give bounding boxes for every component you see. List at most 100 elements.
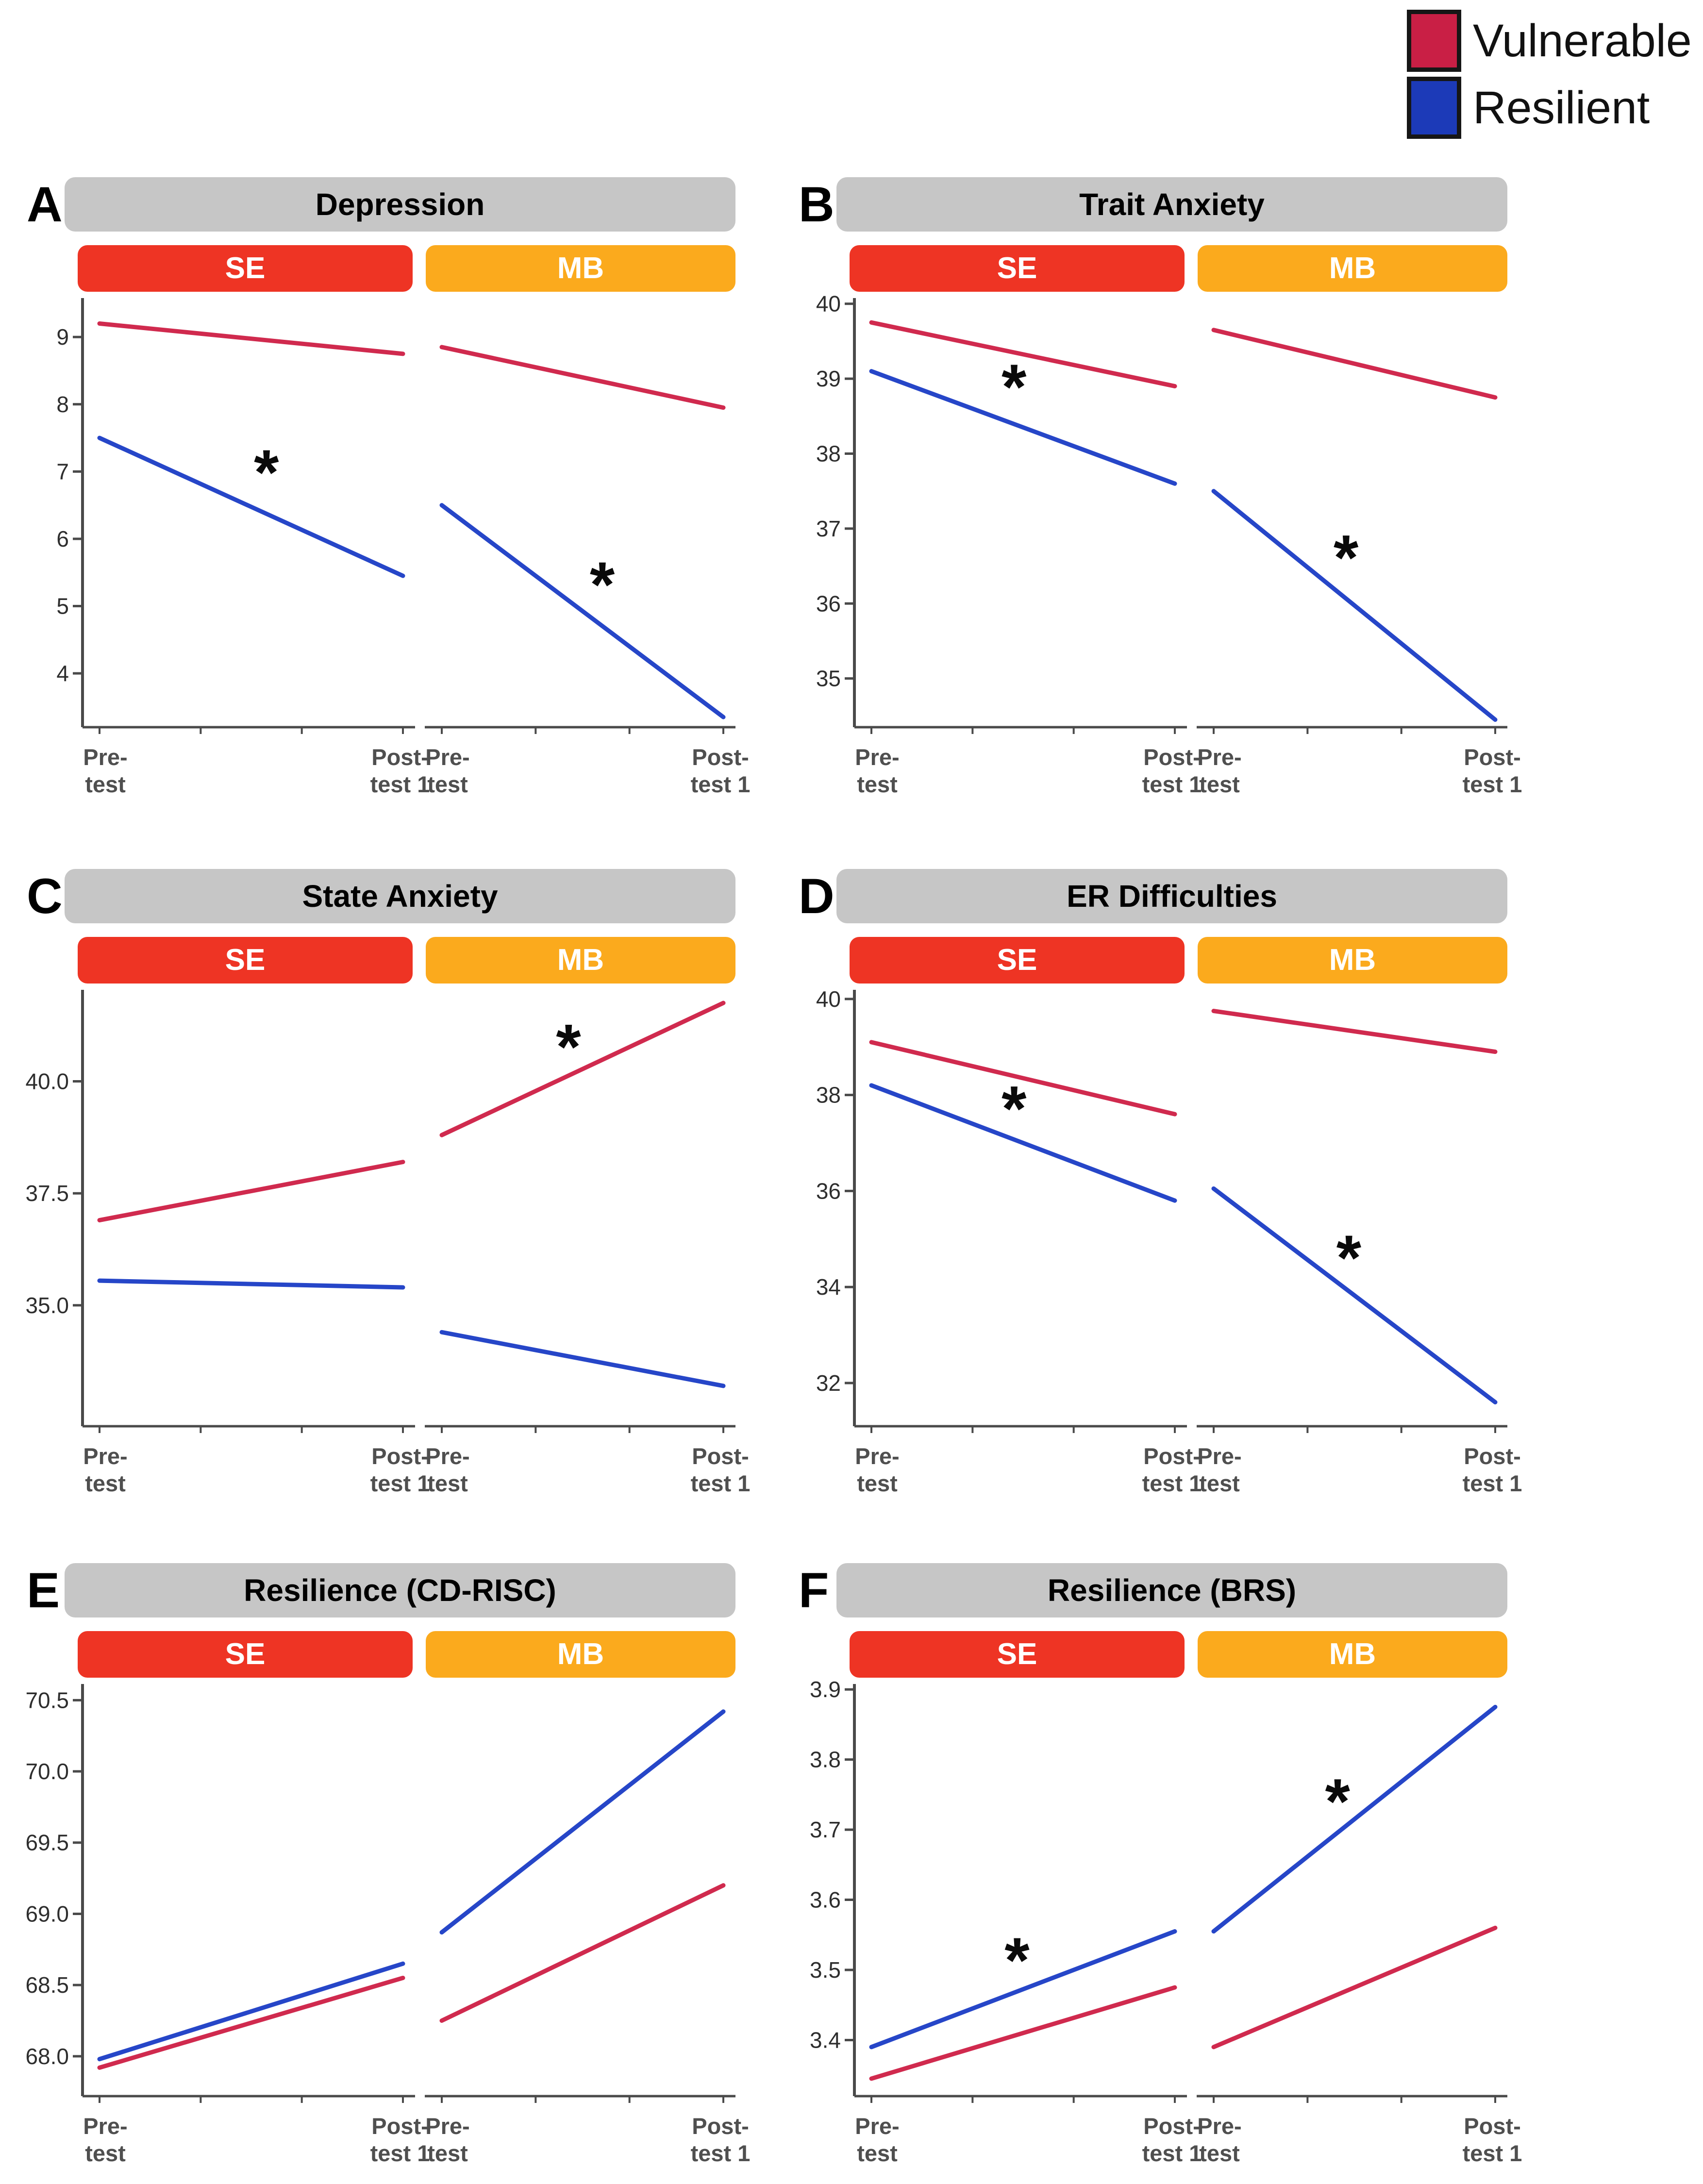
x-label: Pre- [83, 744, 127, 770]
se-header-c: SE [78, 937, 413, 984]
significance-asterisk-se-b: * [1002, 351, 1027, 422]
x-label: Pre- [83, 2113, 127, 2139]
y-tick-label: 36 [816, 1178, 841, 1203]
x-label: Pre- [855, 1443, 899, 1469]
x-label-line2: test 1 [1142, 2140, 1202, 2166]
resilient-line-se-c [97, 1278, 405, 1290]
x-label: Post- [1464, 744, 1521, 770]
significance-asterisk-mb-c: * [556, 1011, 581, 1083]
x-label-line2: test [1199, 1470, 1240, 1496]
y-tick-label: 4 [56, 661, 69, 686]
x-label-line2: test [1199, 771, 1240, 797]
y-tick-label: 5 [56, 594, 69, 619]
resilient-line-se-a [97, 435, 405, 578]
y-tick-label: 3.9 [810, 1677, 841, 1702]
x-label-line2: test 1 [1142, 1470, 1202, 1496]
mb-header-e: MB [426, 1631, 735, 1678]
x-label: Pre- [855, 744, 899, 770]
resilient-line-se-b [869, 369, 1177, 486]
se-header-d: SE [850, 937, 1185, 984]
x-label-line2: test [1199, 2140, 1240, 2166]
panel-b-letter: B [799, 177, 835, 232]
y-tick-label: 34 [816, 1274, 841, 1300]
x-label: Pre- [855, 2113, 899, 2139]
resilient-line-mb-b [1211, 489, 1498, 722]
y-tick-label: 36 [816, 591, 841, 616]
x-label-line2: test 1 [1463, 2140, 1522, 2166]
x-label: Post- [1464, 2113, 1521, 2139]
se-header-a: SE [78, 245, 413, 292]
vulnerable-line-mb-e [439, 1883, 726, 2023]
significance-asterisk-mb-a: * [590, 549, 615, 620]
panel-f-title: Resilience (BRS) [836, 1563, 1507, 1617]
y-tick-label: 40.0 [25, 1069, 69, 1094]
x-label-line2: test 1 [691, 2140, 751, 2166]
x-label-line2: test [427, 1470, 468, 1496]
resilient-line-mb-e [439, 1709, 726, 1935]
legend-item-resilient: Resilient [1407, 77, 1692, 139]
x-label: Post- [1143, 744, 1201, 770]
mb-header-a: MB [426, 245, 735, 292]
vulnerable-line-mb-f [1211, 1925, 1498, 2050]
y-tick-label: 37 [816, 516, 841, 541]
x-label-line2: test 1 [370, 1470, 430, 1496]
y-tick-label: 68.5 [25, 1972, 69, 1998]
legend: Vulnerable Resilient [1407, 10, 1692, 144]
x-label: Post- [371, 2113, 429, 2139]
panel-c-letter: C [27, 868, 63, 924]
x-label-line2: test [85, 771, 126, 797]
se-header-b: SE [850, 245, 1185, 292]
significance-asterisk-se-a: * [254, 436, 279, 508]
y-tick-label: 70.0 [25, 1759, 69, 1784]
mb-header-d: MB [1198, 937, 1507, 984]
x-label: Post- [371, 744, 429, 770]
se-header-e: SE [78, 1631, 413, 1678]
panel-e-chart: 70.570.069.569.068.568.0Pre-testPost-tes… [25, 1684, 751, 2166]
panel-d-letter: D [799, 868, 835, 924]
y-tick-label: 40 [816, 291, 841, 317]
vulnerable-line-mb-a [439, 345, 726, 410]
x-label-line2: test [857, 2140, 898, 2166]
legend-label-resilient: Resilient [1473, 82, 1650, 133]
x-label: Pre- [1197, 1443, 1241, 1469]
y-tick-label: 3.7 [810, 1817, 841, 1842]
y-tick-label: 6 [56, 526, 69, 551]
y-tick-label: 38 [816, 441, 841, 466]
vulnerable-line-mb-d [1211, 1009, 1498, 1054]
significance-asterisk-se-f: * [1004, 1924, 1030, 1996]
y-tick-label: 39 [816, 366, 841, 391]
x-label-line2: test 1 [1142, 771, 1202, 797]
y-tick-label: 38 [816, 1083, 841, 1108]
resilient-line-se-d [869, 1083, 1177, 1203]
y-tick-label: 68.0 [25, 2044, 69, 2069]
y-tick-label: 35 [816, 666, 841, 691]
panel-a-letter: A [27, 177, 63, 232]
vulnerable-line-se-b [869, 320, 1177, 389]
x-label: Pre- [425, 744, 469, 770]
legend-label-vulnerable: Vulnerable [1473, 15, 1692, 67]
panel-f-letter: F [799, 1563, 829, 1618]
y-tick-label: 3.4 [810, 2027, 841, 2052]
x-label-line2: test [857, 1470, 898, 1496]
x-label-line2: test 1 [691, 771, 751, 797]
x-label: Pre- [425, 2113, 469, 2139]
x-label: Pre- [1197, 744, 1241, 770]
x-label-line2: test 1 [370, 771, 430, 797]
resilient-line-mb-a [439, 503, 726, 719]
panel-e-title: Resilience (CD-RISC) [65, 1563, 735, 1617]
significance-asterisk-mb-d: * [1336, 1222, 1362, 1293]
mb-header-c: MB [426, 937, 735, 984]
vulnerable-line-se-d [869, 1040, 1177, 1117]
panel-c-title: State Anxiety [65, 869, 735, 923]
y-tick-label: 8 [56, 392, 69, 417]
y-tick-label: 3.6 [810, 1887, 841, 1913]
vulnerable-swatch [1407, 10, 1461, 72]
x-label: Pre- [83, 1443, 127, 1469]
y-tick-label: 40 [816, 986, 841, 1012]
resilient-line-mb-d [1211, 1186, 1498, 1405]
x-label-line2: test [85, 2140, 126, 2166]
